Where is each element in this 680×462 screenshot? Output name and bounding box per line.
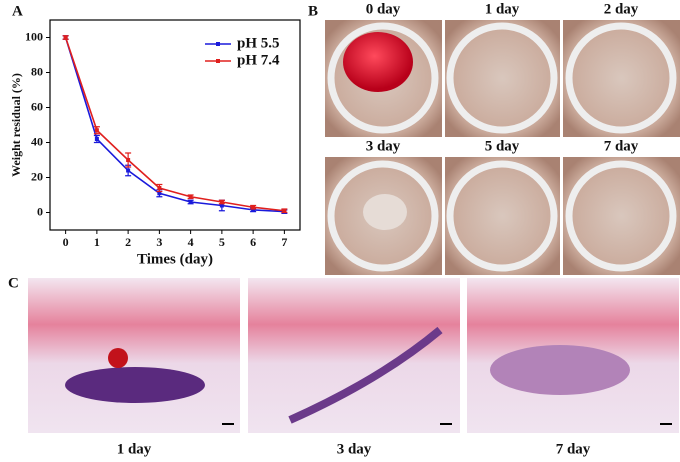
marker bbox=[219, 200, 224, 204]
marker bbox=[251, 207, 256, 212]
x-tick-label: 1 bbox=[94, 235, 100, 249]
marker bbox=[188, 194, 193, 199]
series-line bbox=[64, 37, 285, 212]
y-axis-label: Weight residual (%) bbox=[9, 73, 23, 177]
photo bbox=[325, 157, 442, 275]
marker bbox=[63, 35, 68, 40]
marker bbox=[94, 137, 99, 141]
histology bbox=[467, 278, 679, 433]
photo bbox=[563, 20, 680, 137]
legend-marker bbox=[216, 42, 220, 46]
histology bbox=[248, 278, 460, 433]
x-tick-label: 2 bbox=[125, 235, 131, 249]
panel-label: B bbox=[308, 3, 318, 19]
histology-caption: 1 day bbox=[117, 441, 152, 457]
photo-caption: 5 day bbox=[485, 138, 520, 154]
histology bbox=[28, 278, 240, 433]
photo bbox=[325, 20, 442, 137]
y-tick-label: 60 bbox=[31, 99, 43, 113]
y-tick-label: 80 bbox=[31, 64, 43, 78]
panel-label: C bbox=[8, 275, 19, 291]
x-tick-label: 5 bbox=[219, 235, 225, 249]
marker bbox=[188, 200, 193, 204]
photo-caption: 3 day bbox=[366, 138, 401, 154]
photo bbox=[563, 157, 680, 275]
photo-caption: 1 day bbox=[485, 1, 520, 17]
photo-grid bbox=[325, 20, 680, 275]
y-tick-label: 20 bbox=[31, 169, 43, 183]
marker bbox=[126, 158, 131, 162]
x-tick-label: 4 bbox=[188, 235, 194, 249]
y-tick-label: 0 bbox=[37, 204, 43, 218]
x-tick-label: 7 bbox=[281, 235, 287, 249]
marker bbox=[157, 191, 162, 196]
marker bbox=[126, 168, 131, 173]
x-tick-label: 0 bbox=[63, 235, 69, 249]
y-tick-label: 100 bbox=[25, 29, 43, 43]
photo bbox=[445, 157, 560, 275]
photo-caption: 7 day bbox=[604, 138, 639, 154]
histology-caption: 7 day bbox=[556, 441, 591, 457]
plot-frame bbox=[49, 19, 301, 231]
histology-images bbox=[28, 278, 679, 433]
photo-caption: 2 day bbox=[604, 1, 639, 17]
photo bbox=[445, 20, 560, 137]
marker bbox=[157, 186, 162, 190]
legend-marker bbox=[216, 59, 220, 63]
photo-caption: 0 day bbox=[366, 1, 401, 17]
panel-label: A bbox=[12, 3, 23, 19]
y-tick-label: 40 bbox=[31, 134, 43, 148]
histology-caption: 3 day bbox=[337, 441, 372, 457]
legend-label: pH 5.5 bbox=[237, 35, 280, 51]
legend-label: pH 7.4 bbox=[237, 52, 280, 68]
marker bbox=[282, 208, 287, 213]
series-line bbox=[64, 37, 285, 213]
x-axis-label: Times (day) bbox=[137, 251, 213, 267]
x-tick-label: 6 bbox=[250, 235, 256, 249]
marker bbox=[94, 128, 99, 133]
x-tick-label: 3 bbox=[156, 235, 162, 249]
marker bbox=[219, 203, 224, 208]
marker bbox=[251, 205, 256, 210]
